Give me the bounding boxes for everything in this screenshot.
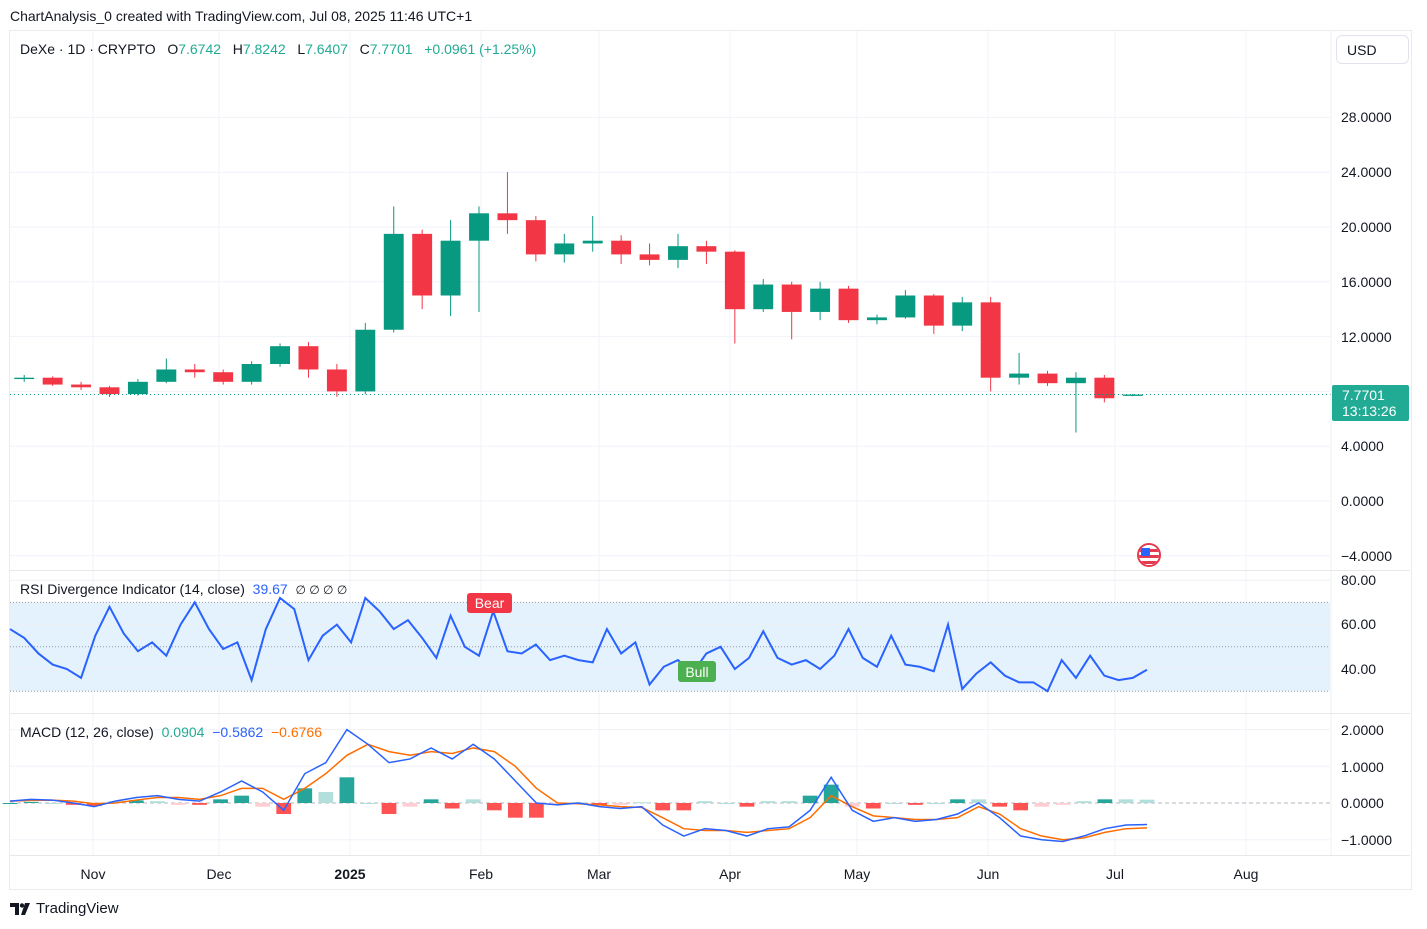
macd-line-value: −0.5862 xyxy=(212,724,264,740)
bar-countdown: 13:13:26 xyxy=(1342,403,1397,419)
rsi-axis-label: 40.00 xyxy=(1341,661,1377,677)
time-axis-label: Jul xyxy=(1106,866,1124,882)
macd-signal-value: −0.6766 xyxy=(271,724,322,740)
price-axis-label: 20.0000 xyxy=(1341,219,1392,235)
chart-caption: ChartAnalysis_0 created with TradingView… xyxy=(10,8,473,24)
macd-legend: MACD (12, 26, close) 0.0904 −0.5862 −0.6… xyxy=(20,724,322,740)
chart-frame xyxy=(9,30,1412,890)
macd-histogram-value: 0.0904 xyxy=(161,724,205,740)
low-label: L xyxy=(297,41,306,57)
close-value: 7.7701 xyxy=(369,41,413,57)
time-axis-label: Dec xyxy=(206,866,232,882)
macd-axis-label: −1.0000 xyxy=(1341,832,1392,848)
tradingview-logo-icon xyxy=(10,902,30,915)
price-axis-label: −4.0000 xyxy=(1341,548,1392,564)
rsi-na-markers: ∅ ∅ ∅ ∅ xyxy=(295,583,348,597)
rsi-axis-label: 80.00 xyxy=(1341,572,1377,588)
high-value: 7.8242 xyxy=(242,41,286,57)
open-label: O xyxy=(167,41,179,57)
time-axis-label: Aug xyxy=(1233,866,1259,882)
pane-separator-price-rsi[interactable] xyxy=(10,570,1410,571)
time-axis-label: Apr xyxy=(719,866,741,882)
high-label: H xyxy=(232,41,243,57)
macd-axis-label: 2.0000 xyxy=(1341,722,1384,738)
macd-axis-label: 1.0000 xyxy=(1341,759,1384,775)
close-label: C xyxy=(359,41,370,57)
time-axis-label: Feb xyxy=(468,866,494,882)
time-axis-label: May xyxy=(843,866,871,882)
rsi-value: 39.67 xyxy=(252,581,288,597)
pane-separator-rsi-macd[interactable] xyxy=(10,713,1410,714)
price-axis-label: 0.0000 xyxy=(1341,493,1384,509)
macd-title[interactable]: MACD (12, 26, close) xyxy=(20,724,154,740)
time-axis-label: Nov xyxy=(80,866,106,882)
us-economic-event-icon[interactable] xyxy=(1137,543,1161,567)
price-axis-label: 24.0000 xyxy=(1341,164,1392,180)
rsi-title[interactable]: RSI Divergence Indicator (14, close) xyxy=(20,581,245,597)
price-axis-label: 4.0000 xyxy=(1341,438,1384,454)
time-axis-label: 2025 xyxy=(334,866,366,882)
rsi-axis-label: 60.00 xyxy=(1341,616,1377,632)
tradingview-brand[interactable]: TradingView xyxy=(10,900,119,917)
price-axis-label: 12.0000 xyxy=(1341,329,1392,345)
time-axis-label: Jun xyxy=(976,866,1000,882)
macd-axis-label: 0.0000 xyxy=(1341,795,1384,811)
bear-divergence-label: Bear xyxy=(475,595,505,611)
symbol-legend: DeXe · 1D · CRYPTO O7.6742 H7.8242 L7.64… xyxy=(20,41,536,57)
brand-name: TradingView xyxy=(36,900,119,917)
change-value: +0.0961 (+1.25%) xyxy=(424,41,537,57)
rsi-legend: RSI Divergence Indicator (14, close) 39.… xyxy=(20,581,347,597)
open-value: 7.6742 xyxy=(178,41,222,57)
currency-button[interactable]: USD xyxy=(1336,35,1409,64)
last-price-value: 7.7701 xyxy=(1342,387,1385,403)
price-axis-label: 16.0000 xyxy=(1341,274,1392,290)
bull-divergence-label: Bull xyxy=(685,664,708,680)
symbol-name[interactable]: DeXe · 1D · CRYPTO xyxy=(20,41,156,57)
time-axis-label: Mar xyxy=(586,866,612,882)
last-price-tag: 7.7701 13:13:26 xyxy=(1332,385,1409,421)
time-axis-separator xyxy=(10,855,1410,856)
price-axis-label: 28.0000 xyxy=(1341,109,1392,125)
low-value: 7.6407 xyxy=(305,41,348,57)
